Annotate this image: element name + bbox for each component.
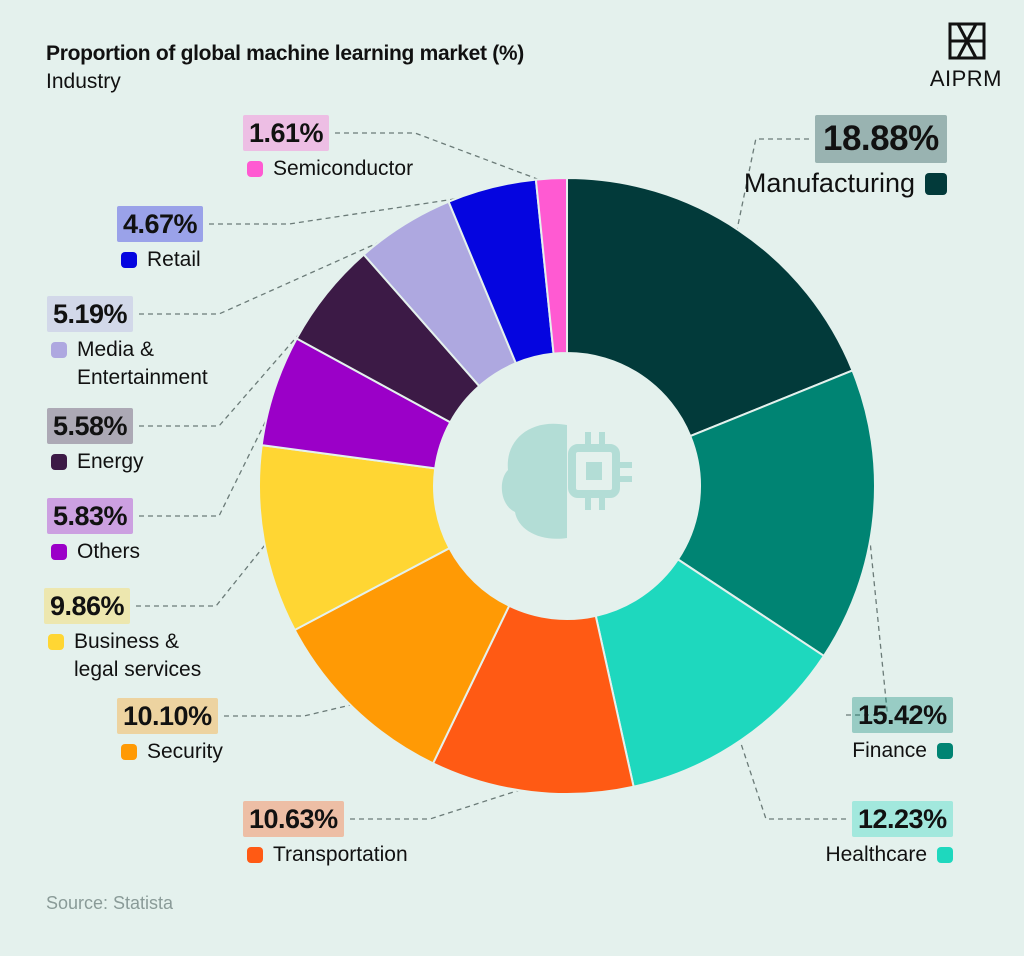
category-icon — [937, 743, 953, 759]
category-label: Retail — [147, 248, 201, 271]
chart-subtitle: Industry — [46, 70, 121, 93]
source: Source: Statista — [46, 893, 174, 913]
category-icon — [51, 454, 67, 470]
slice — [566, 176, 854, 438]
category-label: Transportation — [273, 843, 408, 866]
center-icon — [501, 423, 632, 539]
category-icon — [51, 342, 67, 358]
value-label: 4.67% — [117, 206, 204, 242]
leader-line — [139, 229, 408, 315]
leader-line — [224, 702, 358, 717]
slice — [258, 443, 451, 632]
donut — [258, 176, 876, 795]
leader-lines — [136, 132, 889, 820]
category-label: Media & Entertainment — [77, 338, 208, 389]
value-label: 12.23% — [852, 801, 953, 837]
value-label: 18.88% — [815, 115, 947, 163]
category-label: Business & legal services — [74, 630, 202, 681]
leader-line — [139, 296, 332, 427]
category-label: Finance — [852, 739, 927, 762]
leader-line — [139, 391, 281, 517]
value-label: 5.83% — [47, 498, 134, 534]
leader-line — [737, 734, 846, 820]
slice — [594, 557, 826, 788]
category-icon — [121, 252, 137, 268]
category-icon — [937, 847, 953, 863]
category-label: Security — [147, 740, 223, 763]
value-label: 10.63% — [243, 801, 344, 837]
category-label: Manufacturing — [743, 168, 915, 198]
category-label: Energy — [77, 450, 144, 473]
leader-line — [350, 785, 533, 820]
leader-line — [209, 192, 494, 225]
category-icon — [51, 544, 67, 560]
category-label: Semiconductor — [273, 157, 414, 180]
value-label: 10.10% — [117, 698, 218, 734]
slice — [534, 176, 568, 355]
logo — [948, 22, 986, 60]
value-label: 5.19% — [47, 296, 134, 332]
category-icon — [121, 744, 137, 760]
category-label: Others — [77, 540, 141, 563]
category-icon — [247, 847, 263, 863]
brand: AIPRM — [929, 66, 1002, 91]
value-label: 5.58% — [47, 408, 134, 444]
value-label: 1.61% — [243, 115, 330, 151]
value-label: 15.42% — [852, 697, 953, 733]
slice — [676, 369, 876, 658]
category-icon — [925, 173, 947, 195]
leader-line — [735, 138, 809, 236]
leader-line — [136, 538, 271, 607]
chart-title: Proportion of global machine learning ma… — [46, 42, 524, 65]
category-icon — [48, 634, 64, 650]
slice — [431, 604, 635, 795]
category-label: Healthcare — [825, 843, 927, 866]
value-label: 9.86% — [44, 588, 131, 624]
leader-line — [846, 516, 889, 716]
category-icon — [247, 161, 263, 177]
